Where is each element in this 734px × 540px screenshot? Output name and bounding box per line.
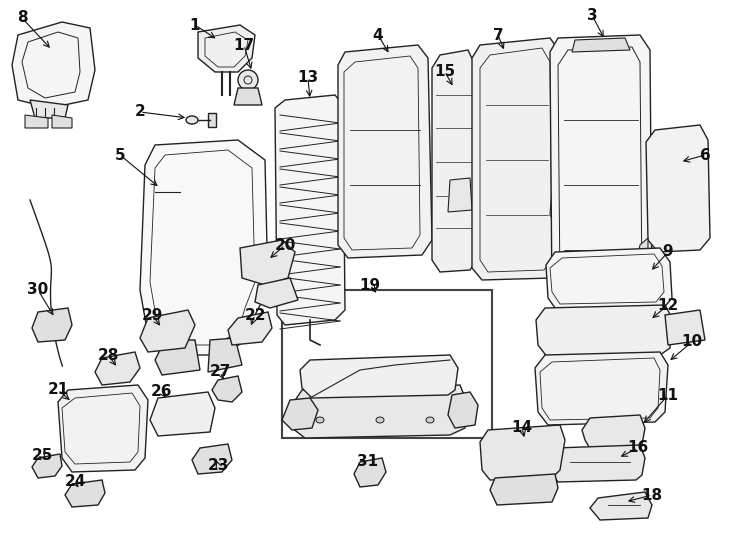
Polygon shape <box>665 310 705 345</box>
Bar <box>150 188 168 206</box>
Polygon shape <box>30 100 68 118</box>
Text: 25: 25 <box>32 448 53 462</box>
Text: 3: 3 <box>586 8 597 23</box>
Ellipse shape <box>164 412 172 418</box>
Polygon shape <box>32 308 72 342</box>
Text: 22: 22 <box>244 307 266 322</box>
Text: 10: 10 <box>681 334 702 349</box>
Text: 5: 5 <box>115 147 126 163</box>
Polygon shape <box>140 140 268 355</box>
Text: 18: 18 <box>642 488 663 503</box>
Polygon shape <box>282 398 318 430</box>
Polygon shape <box>548 445 645 482</box>
Text: 26: 26 <box>151 384 172 400</box>
Text: 20: 20 <box>275 238 296 253</box>
Bar <box>386 68 394 74</box>
Polygon shape <box>536 305 672 358</box>
Polygon shape <box>234 88 262 105</box>
Ellipse shape <box>238 70 258 90</box>
Text: 16: 16 <box>628 441 649 456</box>
Polygon shape <box>572 38 630 52</box>
Polygon shape <box>150 392 215 436</box>
Polygon shape <box>240 240 295 285</box>
Text: 15: 15 <box>435 64 456 79</box>
Polygon shape <box>12 22 95 108</box>
Polygon shape <box>95 352 140 385</box>
Polygon shape <box>550 182 578 228</box>
Ellipse shape <box>376 417 384 423</box>
Polygon shape <box>228 312 272 345</box>
Bar <box>372 68 380 74</box>
Text: 21: 21 <box>48 382 68 397</box>
Text: 14: 14 <box>512 421 533 435</box>
Text: 27: 27 <box>209 364 230 380</box>
Bar <box>358 68 366 74</box>
Ellipse shape <box>186 116 198 124</box>
Polygon shape <box>472 38 562 280</box>
Text: 12: 12 <box>658 298 679 313</box>
Ellipse shape <box>426 417 434 423</box>
Polygon shape <box>354 458 386 487</box>
Polygon shape <box>432 50 478 272</box>
Polygon shape <box>208 338 242 372</box>
Text: 19: 19 <box>360 278 380 293</box>
Text: 2: 2 <box>134 105 145 119</box>
Text: 28: 28 <box>98 348 119 362</box>
Bar <box>185 148 190 153</box>
Polygon shape <box>52 115 72 128</box>
Ellipse shape <box>316 417 324 423</box>
Polygon shape <box>338 45 432 258</box>
Text: 9: 9 <box>663 245 673 260</box>
Polygon shape <box>140 310 195 352</box>
Polygon shape <box>535 352 668 425</box>
Polygon shape <box>155 340 200 375</box>
Text: 7: 7 <box>493 28 504 43</box>
Text: 13: 13 <box>297 71 319 85</box>
Text: 30: 30 <box>27 282 48 298</box>
Text: 31: 31 <box>357 455 379 469</box>
Text: 4: 4 <box>373 28 383 43</box>
Ellipse shape <box>178 412 186 418</box>
Text: 1: 1 <box>190 17 200 32</box>
Polygon shape <box>212 376 242 402</box>
Polygon shape <box>480 425 565 480</box>
Polygon shape <box>550 35 652 312</box>
Bar <box>220 148 225 153</box>
Polygon shape <box>646 125 710 252</box>
Polygon shape <box>300 355 458 398</box>
Text: 11: 11 <box>658 388 678 402</box>
Polygon shape <box>290 385 468 438</box>
Polygon shape <box>275 95 345 325</box>
Polygon shape <box>546 248 672 312</box>
Polygon shape <box>490 474 558 505</box>
Polygon shape <box>198 25 255 72</box>
Polygon shape <box>65 480 105 507</box>
Polygon shape <box>448 178 472 212</box>
Polygon shape <box>638 238 648 255</box>
Bar <box>205 148 210 153</box>
Polygon shape <box>25 115 48 128</box>
Text: 24: 24 <box>65 475 86 489</box>
Polygon shape <box>582 415 645 452</box>
Polygon shape <box>32 454 62 478</box>
Text: 23: 23 <box>207 457 229 472</box>
Text: 17: 17 <box>233 37 255 52</box>
Polygon shape <box>255 278 298 308</box>
Polygon shape <box>590 492 652 520</box>
Bar <box>400 68 408 74</box>
Polygon shape <box>448 392 478 428</box>
Text: 8: 8 <box>17 10 27 25</box>
Polygon shape <box>192 444 232 474</box>
FancyBboxPatch shape <box>282 290 492 438</box>
Ellipse shape <box>192 412 200 418</box>
Polygon shape <box>58 385 148 472</box>
Bar <box>208 113 216 127</box>
Text: 6: 6 <box>700 147 711 163</box>
Text: 29: 29 <box>142 307 163 322</box>
